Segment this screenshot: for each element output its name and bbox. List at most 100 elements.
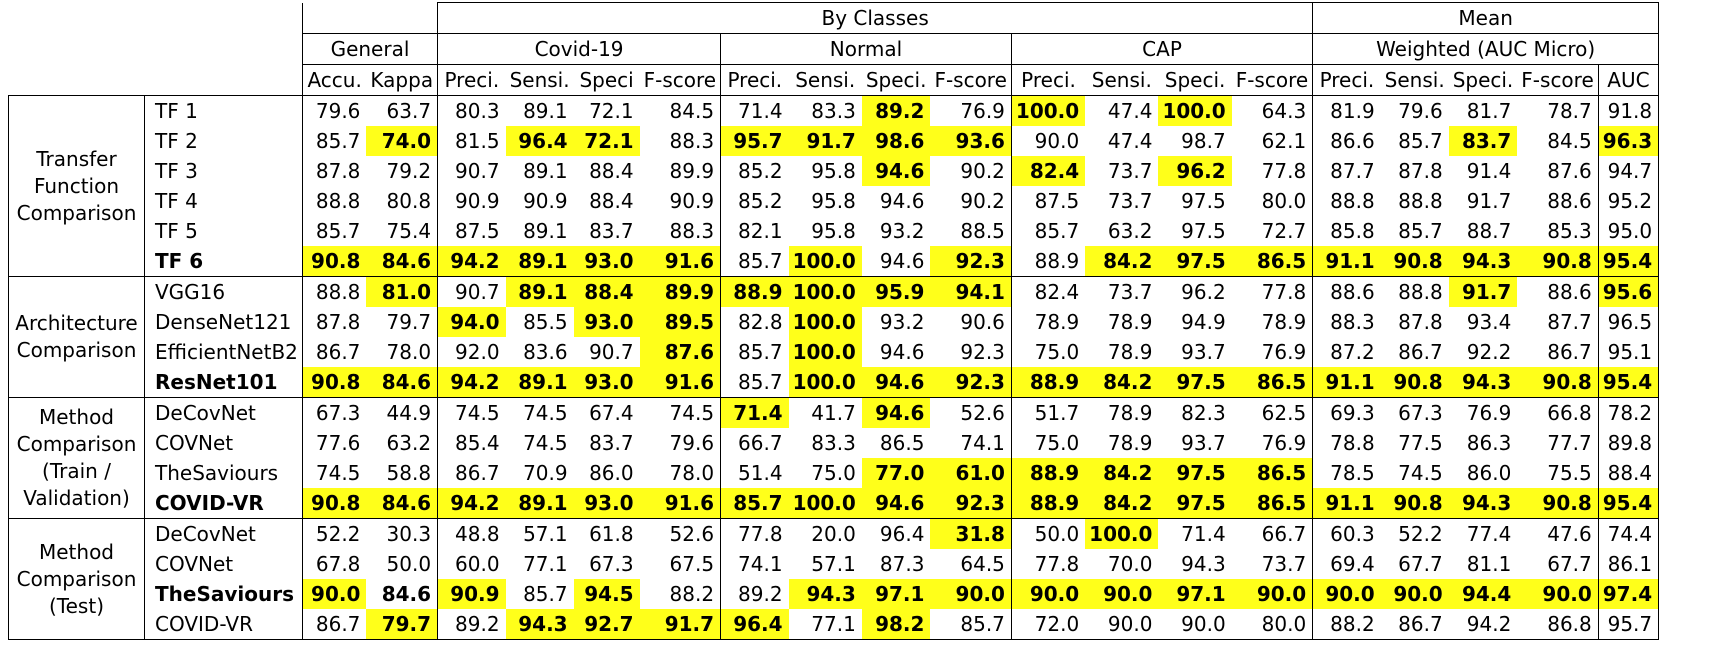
metric-cell: 94.9 (1181, 310, 1226, 334)
metric-cell: 88.9 (1010, 367, 1086, 398)
metric-cell: 82.4 (1010, 276, 1086, 307)
metric-cell: 85.7 (523, 582, 568, 606)
column-header: F-score (1231, 64, 1313, 96)
metric-cell: 94.2 (437, 367, 506, 398)
metric-cell: 90.6 (960, 310, 1005, 334)
table-row: ResNet101 90.8 84.6 94.2 89.1 93.0 91.6 85.7 100… (9, 367, 1660, 398)
metric-cell: 78.9 (1107, 310, 1153, 334)
metric-cell: 78.0 (386, 340, 432, 364)
metric-cell: 75.0 (1010, 428, 1086, 458)
metric-cell: 90.0 (1085, 579, 1159, 609)
metric-cell: 97.5 (1181, 219, 1226, 243)
metric-cell: 85.7 (720, 367, 789, 398)
metric-cell: 85.3 (1547, 219, 1592, 243)
metric-cell: 85.7 (720, 337, 789, 367)
column-header: Preci. (437, 64, 506, 96)
results-table-container: By Classes Mean General Covid-19 Normal … (8, 2, 1660, 640)
metric-cell: 88.3 (669, 129, 715, 153)
metric-cell: 94.3 (1448, 488, 1518, 519)
metric-cell: 91.6 (639, 488, 721, 519)
metric-cell: 90.8 (1517, 246, 1599, 277)
metric-cell: 77.8 (1231, 276, 1313, 307)
metric-cell: 84.6 (366, 246, 438, 277)
metric-cell: 50.0 (1010, 518, 1086, 549)
model-name: TF 1 (144, 95, 303, 126)
group-label: Transfer Function Comparison (8, 95, 145, 277)
metric-cell: 100.0 (788, 246, 862, 277)
metric-cell: 95.4 (1597, 246, 1660, 277)
metric-cell: 88.9 (1010, 246, 1086, 277)
metric-cell: 88.2 (669, 582, 715, 606)
metric-cell: 88.4 (589, 159, 634, 183)
metric-cell: 90.9 (437, 579, 506, 609)
model-name: TF 5 (144, 216, 303, 246)
model-name: ResNet101 (144, 367, 303, 398)
metric-cell: 78.5 (1312, 458, 1381, 488)
metric-cell: 84.2 (1085, 488, 1159, 519)
cap-header: CAP (1010, 33, 1313, 65)
metric-cell: 74.4 (1597, 518, 1660, 549)
column-header: Speci. (1158, 64, 1232, 96)
model-name: EfficientNetB2 (144, 337, 303, 367)
metric-cell: 100.0 (788, 367, 862, 398)
column-header: Sensi. (1380, 64, 1449, 96)
metric-cell: 94.4 (1448, 579, 1518, 609)
metric-cell: 63.2 (1107, 219, 1153, 243)
metric-cell: 96.3 (1597, 126, 1660, 156)
metric-cell: 84.6 (381, 582, 432, 606)
metric-cell: 92.0 (437, 337, 506, 367)
metric-cell: 97.4 (1597, 579, 1660, 609)
metric-cell: 74.5 (1398, 461, 1443, 485)
metric-cell: 88.3 (1312, 307, 1381, 337)
metric-cell: 100.0 (788, 276, 862, 307)
model-name: COVNet (144, 428, 303, 458)
metric-cell: 87.7 (1547, 310, 1592, 334)
metric-cell: 83.6 (523, 340, 568, 364)
table-row: Architecture Comparison VGG16 88.8 81.0 90.7… (8, 276, 1660, 398)
metric-cell: 90.0 (930, 579, 1012, 609)
by-classes-header: By Classes (437, 2, 1313, 34)
metric-cell: 90.7 (437, 156, 506, 186)
metric-cell: 67.7 (1398, 552, 1443, 576)
metric-cell: 88.3 (669, 219, 715, 243)
metric-cell: 60.0 (437, 549, 506, 579)
column-header: Sensi. (1085, 64, 1159, 96)
metric-cell: 63.7 (366, 95, 438, 126)
metric-cell: 88.8 (1380, 276, 1449, 307)
metric-cell: 94.6 (879, 189, 925, 213)
table-row: COVNet 67.8 50.0 60.0 77.1 67.3 67.5 74.1 57.1 87… (9, 549, 1660, 579)
metric-cell: 95.8 (811, 219, 856, 243)
metric-cell: 80.8 (386, 189, 432, 213)
column-header: Preci. (720, 64, 789, 96)
metric-cell: 78.7 (1517, 95, 1599, 126)
column-header: Sensi. (788, 64, 862, 96)
metric-cell: 80.0 (1231, 609, 1313, 640)
metric-cell: 87.8 (301, 156, 367, 186)
metric-cell: 70.0 (1107, 552, 1153, 576)
metric-cell: 67.5 (669, 552, 715, 576)
metric-cell: 79.7 (386, 310, 432, 334)
metric-cell: 97.5 (1158, 488, 1232, 519)
metric-cell: 88.8 (1398, 189, 1443, 213)
metric-cell: 97.5 (1181, 189, 1226, 213)
metric-cell: 79.6 (1380, 95, 1449, 126)
column-header: Speci. (1448, 64, 1518, 96)
metric-cell: 88.9 (1010, 488, 1086, 519)
metric-cell: 30.3 (366, 518, 438, 549)
metric-cell: 77.4 (1448, 518, 1518, 549)
metric-cell: 57.1 (505, 518, 574, 549)
metric-cell: 71.4 (720, 95, 789, 126)
metric-cell: 86.5 (1231, 367, 1313, 398)
metric-cell: 77.1 (788, 609, 862, 640)
metric-cell: 94.2 (437, 246, 506, 277)
table-row: COVID-VR 90.8 84.6 94.2 89.1 93.0 91.6 85.7 100.… (9, 488, 1660, 519)
metric-cell: 91.7 (1448, 276, 1518, 307)
metric-cell: 93.4 (1466, 310, 1512, 334)
metric-cell: 70.9 (523, 461, 568, 485)
metric-cell: 91.1 (1312, 367, 1381, 398)
metric-cell: 47.4 (1107, 129, 1153, 153)
metric-cell: 90.0 (1380, 579, 1449, 609)
metric-cell: 90.0 (1085, 609, 1159, 640)
metric-cell: 31.8 (930, 518, 1012, 549)
metric-cell: 90.9 (523, 189, 568, 213)
